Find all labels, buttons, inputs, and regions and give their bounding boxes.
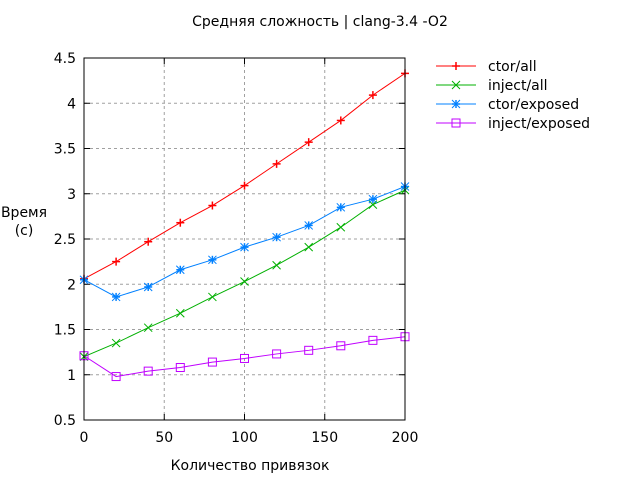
x-tick-label: 200 bbox=[392, 430, 419, 446]
data-point bbox=[208, 255, 217, 265]
x-axis-label: Количество привязок bbox=[171, 458, 330, 474]
y-tick-label: 1.5 bbox=[54, 323, 76, 339]
data-point bbox=[175, 265, 185, 275]
data-point bbox=[208, 292, 217, 302]
legend-label: ctor/exposed bbox=[488, 97, 579, 113]
data-point bbox=[368, 194, 378, 204]
y-tick-label: 2.5 bbox=[54, 232, 76, 248]
y-tick-label: 0.5 bbox=[54, 413, 76, 429]
y-tick-label: 3.5 bbox=[54, 142, 76, 158]
data-point bbox=[207, 357, 217, 367]
data-point bbox=[304, 345, 314, 355]
data-point bbox=[111, 292, 121, 302]
series-inject-exposed bbox=[79, 332, 410, 382]
series-inject-all bbox=[79, 185, 410, 362]
legend-marker bbox=[451, 99, 461, 109]
y-tick-label: 4 bbox=[67, 96, 76, 112]
y-axis-label-line2: (с) bbox=[15, 223, 34, 239]
data-point bbox=[175, 308, 185, 318]
legend-label: ctor/all bbox=[488, 59, 537, 75]
data-point bbox=[368, 335, 378, 345]
data-point bbox=[336, 341, 346, 351]
data-point bbox=[143, 323, 153, 333]
data-point bbox=[272, 349, 282, 359]
series-ctor-all bbox=[80, 69, 409, 283]
y-tick-label: 2 bbox=[67, 277, 76, 293]
legend-label: inject/all bbox=[488, 78, 548, 94]
chart-title: Средняя сложность | clang-3.4 -O2 bbox=[192, 14, 448, 30]
series-ctor-exposed bbox=[79, 182, 410, 302]
data-point bbox=[272, 232, 281, 242]
data-point bbox=[336, 222, 346, 232]
x-tick-label: 100 bbox=[231, 430, 258, 446]
data-point bbox=[143, 282, 153, 292]
data-point bbox=[240, 277, 249, 286]
y-tick-label: 4.5 bbox=[54, 51, 76, 67]
legend-marker bbox=[451, 80, 461, 90]
data-point bbox=[111, 338, 121, 348]
data-point bbox=[304, 242, 314, 252]
series-line bbox=[83, 336, 406, 378]
x-tick-label: 150 bbox=[311, 430, 338, 446]
y-tick-label: 1 bbox=[67, 368, 76, 384]
legend-label: inject/exposed bbox=[488, 116, 590, 132]
legend-marker bbox=[451, 118, 461, 128]
data-point bbox=[240, 353, 249, 363]
x-tick-label: 0 bbox=[80, 430, 89, 446]
data-point bbox=[272, 260, 281, 270]
plot-frame bbox=[83, 57, 406, 421]
x-tick-label: 50 bbox=[155, 430, 173, 446]
y-axis-label-line1: Время bbox=[1, 205, 47, 221]
y-tick-label: 3 bbox=[67, 187, 76, 203]
data-point bbox=[304, 221, 314, 230]
data-point bbox=[111, 372, 121, 382]
data-point bbox=[240, 242, 249, 252]
data-point bbox=[143, 366, 153, 376]
data-point bbox=[336, 202, 346, 212]
data-point bbox=[175, 363, 185, 373]
